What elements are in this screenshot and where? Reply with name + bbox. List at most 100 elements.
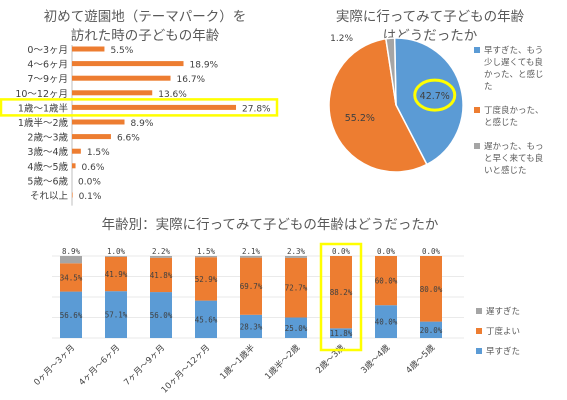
chart3-data-label: 2.3% — [287, 247, 306, 256]
chart3-category-label: 1歳～1歳半 — [218, 342, 258, 382]
chart3-data-label: 28.3% — [240, 322, 263, 331]
chart1-value-label: 6.6% — [117, 134, 140, 144]
chart3-category-label: 4ヶ月～6ヶ月 — [77, 343, 122, 388]
chart2-legend-text: 早すぎた、もう — [484, 45, 543, 56]
chart2-legend-text: た — [484, 82, 493, 92]
chart3-category-label: 0ヶ月～3ヶ月 — [32, 343, 77, 388]
chart3-data-label: 8.9% — [62, 247, 81, 256]
chart1-value-label: 0.0% — [78, 177, 101, 187]
chart3-data-label: 41.9% — [105, 270, 128, 279]
chart2-slice-label: 55.2% — [345, 113, 375, 124]
chart1-value-label: 13.6% — [158, 90, 187, 100]
chart3-data-label: 56.0% — [150, 311, 173, 320]
chart1-value-label: 0.1% — [79, 192, 102, 202]
chart3-bar-segment — [330, 328, 352, 338]
chart1-title-line1: 初めて遊園地（テーマパーク）を — [43, 9, 247, 25]
chart3-data-label: 88.2% — [330, 288, 353, 297]
chart2-legend-text: 少し遅くても良 — [484, 57, 543, 68]
chart3-bar-segment — [375, 256, 397, 306]
chart1-bar — [72, 192, 73, 198]
chart2-slice-label: 42.7% — [420, 91, 450, 102]
chart3-bar-segment — [195, 256, 217, 258]
chart3-bar-segment — [420, 256, 442, 322]
chart1-bar — [72, 119, 125, 125]
chart1-bar — [72, 134, 111, 140]
chart1-category-label: それ以上 — [30, 191, 69, 202]
chart3-data-label: 25.0% — [285, 324, 308, 333]
chart3-legend-swatch — [476, 308, 482, 314]
chart2-legend-text: かった、と感じ — [484, 69, 544, 80]
chart3-data-label: 2.2% — [152, 247, 171, 256]
chart3-legend-swatch — [476, 328, 482, 334]
chart3-bar-segment — [330, 256, 352, 329]
chart3-highlight-box — [319, 242, 363, 352]
chart3-data-label: 80.0% — [420, 285, 443, 294]
chart1-bar — [72, 104, 237, 110]
chart3-bar-segment — [195, 300, 217, 338]
chart1-bar — [72, 61, 184, 67]
chart3-data-label: 34.5% — [60, 273, 83, 282]
chart1-value-label: 27.8% — [242, 104, 271, 114]
chart2-highlight-circle — [413, 78, 457, 112]
chart3-bar-segment — [375, 305, 397, 338]
chart3-bar-segment — [105, 256, 127, 257]
chart1-category-label: 0～3ヶ月 — [27, 45, 68, 56]
chart3-data-label: 57.1% — [105, 311, 128, 320]
chart3-data-label: 52.9% — [195, 275, 218, 284]
chart3-bar-segment — [240, 314, 262, 338]
chart3-bar-segment — [105, 291, 127, 338]
chart1-title-line2: 訪れた時の子どもの年齢 — [70, 28, 220, 44]
chart3-category-label: 4歳～5歳 — [404, 342, 438, 376]
chart3-category-label: 10ヶ月～12ヶ月 — [160, 343, 212, 395]
chart1-title: 初めて遊園地（テーマパーク）を 訪れた時の子どもの年齢 — [10, 8, 280, 46]
chart2-title-line1: 実際に行ってみて子どもの年齢 — [335, 9, 525, 25]
chart1-bar — [72, 75, 171, 81]
chart1-category-label: 4歳～5歳 — [27, 161, 68, 173]
chart3-legend-text: 丁度よい — [486, 326, 520, 337]
chart2-slice — [385, 37, 397, 106]
chart3-data-label: 0.0% — [332, 247, 351, 256]
chart3-data-label: 41.8% — [150, 271, 173, 280]
chart3-bar-segment — [150, 292, 172, 338]
chart3-category-label: 2歳～3歳 — [314, 342, 348, 376]
chart3-data-label: 69.7% — [240, 282, 263, 291]
chart3-category-label: 3歳～4歳 — [359, 342, 393, 376]
chart3-bar-segment — [195, 257, 217, 301]
chart3-bar-segment — [240, 257, 262, 315]
chart3-bar-segment — [240, 255, 262, 258]
chart2-slice — [393, 37, 464, 166]
chart1-value-label: 0.6% — [82, 163, 105, 173]
chart3-title-text: 年齢別：実際に行ってみて子どもの年齢はどうだったか — [101, 217, 439, 233]
chart3-data-label: 20.0% — [420, 326, 443, 335]
chart3-bar-segment — [150, 257, 172, 293]
chart2-legend-text: 丁度良かった、 — [484, 105, 544, 116]
chart3-bar-segment — [60, 256, 82, 264]
chart3-bar-segment — [420, 321, 442, 338]
chart1-category-label: 10～12ヶ月 — [15, 89, 68, 100]
chart3-legend-text: 早すぎた — [486, 346, 520, 357]
chart1-category-label: 2歳～3歳 — [27, 132, 68, 144]
chart1-category-label: 1歳～1歳半 — [18, 102, 68, 114]
chart1-bar — [72, 90, 153, 96]
chart3-legend-text: 遅すぎた — [486, 306, 520, 317]
chart3-bar-segment — [60, 291, 82, 338]
chart2-legend-swatch — [474, 107, 480, 113]
chart3-legend-swatch — [476, 348, 482, 354]
chart1-value-label: 8.9% — [131, 119, 154, 129]
chart2-legend-text: と感じた — [484, 117, 518, 128]
chart3-data-label: 1.5% — [197, 247, 216, 256]
chart3-bar-segment — [285, 257, 307, 318]
chart1-category-label: 4～6ヶ月 — [27, 60, 68, 71]
chart2-slice — [328, 37, 428, 173]
chart3-data-label: 40.0% — [375, 318, 398, 327]
chart1-highlight-box — [0, 98, 279, 117]
chart2-legend-swatch — [474, 47, 480, 53]
chart1-category-label: 3歳～4歳 — [27, 146, 68, 158]
chart1-value-label: 1.5% — [87, 148, 110, 158]
chart3-bar-segment — [150, 256, 172, 258]
chart2-legend-swatch — [474, 143, 480, 149]
chart2-legend-text: 遅かった、もっ — [484, 142, 544, 152]
chart1-bar — [72, 163, 76, 169]
chart3-data-label: 0.0% — [377, 247, 396, 256]
chart1-bar — [72, 148, 81, 154]
